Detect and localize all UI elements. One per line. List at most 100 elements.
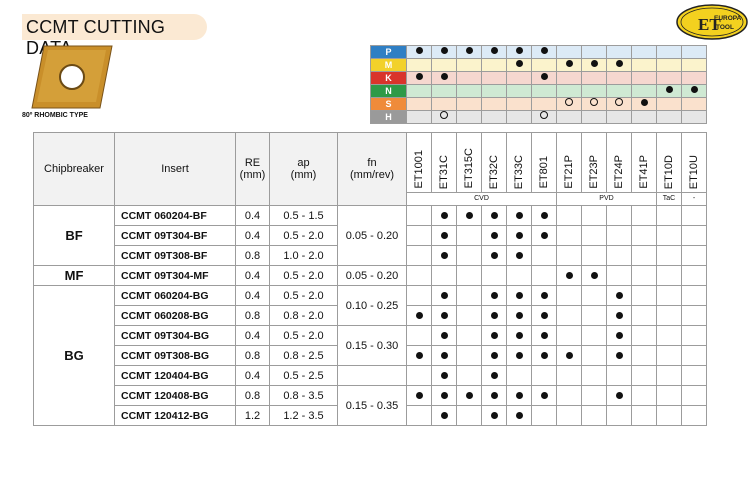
filled-dot-icon <box>415 351 423 359</box>
grade-cell <box>456 285 482 306</box>
iso-cell <box>481 71 507 85</box>
ap-header: ap (mm) <box>269 132 338 206</box>
filled-dot-icon <box>490 291 498 299</box>
ap-cell: 0.5 - 2.0 <box>269 285 338 306</box>
grade-cell <box>456 265 482 286</box>
insert-cell: CCMT 060204-BF <box>114 205 236 226</box>
grade-cell <box>406 265 432 286</box>
filled-dot-icon <box>590 60 598 67</box>
grade-label: ET801 <box>538 156 550 189</box>
fn-cell: 0.05 - 0.20 <box>337 205 407 266</box>
chipbreaker-cell: MF <box>33 265 115 286</box>
rhombic-insert-image <box>31 45 113 109</box>
grade-cell <box>681 325 707 346</box>
grade-cell <box>531 325 557 346</box>
filled-dot-icon <box>540 73 548 80</box>
filled-dot-icon <box>440 351 448 359</box>
insert-cell: CCMT 120408-BG <box>114 385 236 406</box>
fn-cell: 0.10 - 0.25 <box>337 285 407 326</box>
re-header: RE (mm) <box>235 132 270 206</box>
iso-cell <box>556 71 582 85</box>
title-banner: CCMT CUTTING DATA <box>22 14 207 58</box>
grade-cell <box>556 405 582 426</box>
grade-cell <box>531 385 557 406</box>
grade-cell <box>506 325 532 346</box>
grade-cell <box>431 245 457 266</box>
grade-label: ET31C <box>438 154 450 189</box>
grade-cell <box>431 225 457 246</box>
iso-label-n: N <box>370 84 407 98</box>
iso-cell <box>531 71 557 85</box>
grade-cell <box>531 285 557 306</box>
grade-cell <box>456 225 482 246</box>
re-cell: 0.8 <box>235 245 270 266</box>
grade-cell <box>456 305 482 326</box>
grade-cell <box>431 405 457 426</box>
filled-dot-icon <box>440 47 448 54</box>
grade-cell <box>606 405 632 426</box>
iso-cell <box>431 97 457 111</box>
process-dash: - <box>681 191 707 207</box>
grade-cell <box>406 305 432 326</box>
filled-dot-icon <box>665 86 673 93</box>
filled-dot-icon <box>640 99 648 106</box>
iso-cell <box>681 84 707 98</box>
iso-cell <box>581 58 607 72</box>
insert-cell: CCMT 09T308-BF <box>114 245 236 266</box>
filled-dot-icon <box>490 311 498 319</box>
ap-cell: 0.8 - 2.5 <box>269 345 338 366</box>
iso-cell <box>631 97 657 111</box>
filled-dot-icon <box>690 86 698 93</box>
insert-cell: CCMT 09T304-BG <box>114 325 236 346</box>
grade-cell <box>406 405 432 426</box>
iso-cell <box>656 71 682 85</box>
insert-type-label: 80º RHOMBIC TYPE <box>22 112 88 119</box>
svg-text:ET: ET <box>698 15 721 34</box>
iso-cell <box>481 84 507 98</box>
grade-cell <box>556 345 582 366</box>
filled-dot-icon <box>540 47 548 54</box>
grade-label: ET32C <box>488 154 500 189</box>
grade-cell <box>531 365 557 386</box>
filled-dot-icon <box>490 47 498 54</box>
ap-cell: 0.8 - 3.5 <box>269 385 338 406</box>
grade-cell <box>656 365 682 386</box>
iso-label-h: H <box>370 110 407 124</box>
open-circle-icon <box>540 111 548 119</box>
filled-dot-icon <box>440 331 448 339</box>
grade-cell <box>456 405 482 426</box>
grade-cell <box>531 205 557 226</box>
chipbreaker-cell: BF <box>33 205 115 266</box>
iso-cell <box>431 110 457 124</box>
grade-header: ET32C <box>481 132 507 193</box>
table-row: CCMT 09T304-BG 0.4 0.5 - 2.0 0.15 - 0.30 <box>34 325 707 366</box>
svg-text:EUROPA: EUROPA <box>714 15 742 22</box>
cutting-data-table: Chipbreaker Insert RE (mm) ap (mm) fn (mm/r… <box>33 132 707 426</box>
filled-dot-icon <box>540 211 548 219</box>
grade-header: ET10U <box>681 132 707 193</box>
iso-cell <box>406 45 432 59</box>
filled-dot-icon <box>490 411 498 419</box>
grade-cell <box>481 305 507 326</box>
iso-cell <box>631 110 657 124</box>
grade-cell <box>531 245 557 266</box>
re-cell: 0.4 <box>235 285 270 306</box>
grade-cell <box>531 225 557 246</box>
iso-cell <box>631 45 657 59</box>
ap-cell: 0.8 - 2.0 <box>269 305 338 326</box>
iso-cell <box>506 45 532 59</box>
filled-dot-icon <box>515 47 523 54</box>
filled-dot-icon <box>465 47 473 54</box>
grade-cell <box>531 345 557 366</box>
grade-cell <box>406 225 432 246</box>
grade-cell <box>456 205 482 226</box>
grade-cell <box>506 305 532 326</box>
filled-dot-icon <box>440 391 448 399</box>
iso-cell <box>481 58 507 72</box>
table-row: BG CCMT 060204-BG 0.4 0.5 - 2.0 0.10 - 0.25 <box>33 285 707 426</box>
grade-cell <box>606 365 632 386</box>
grade-cell <box>556 265 582 286</box>
filled-dot-icon <box>490 371 498 379</box>
iso-cell <box>556 97 582 111</box>
iso-cell <box>581 84 607 98</box>
